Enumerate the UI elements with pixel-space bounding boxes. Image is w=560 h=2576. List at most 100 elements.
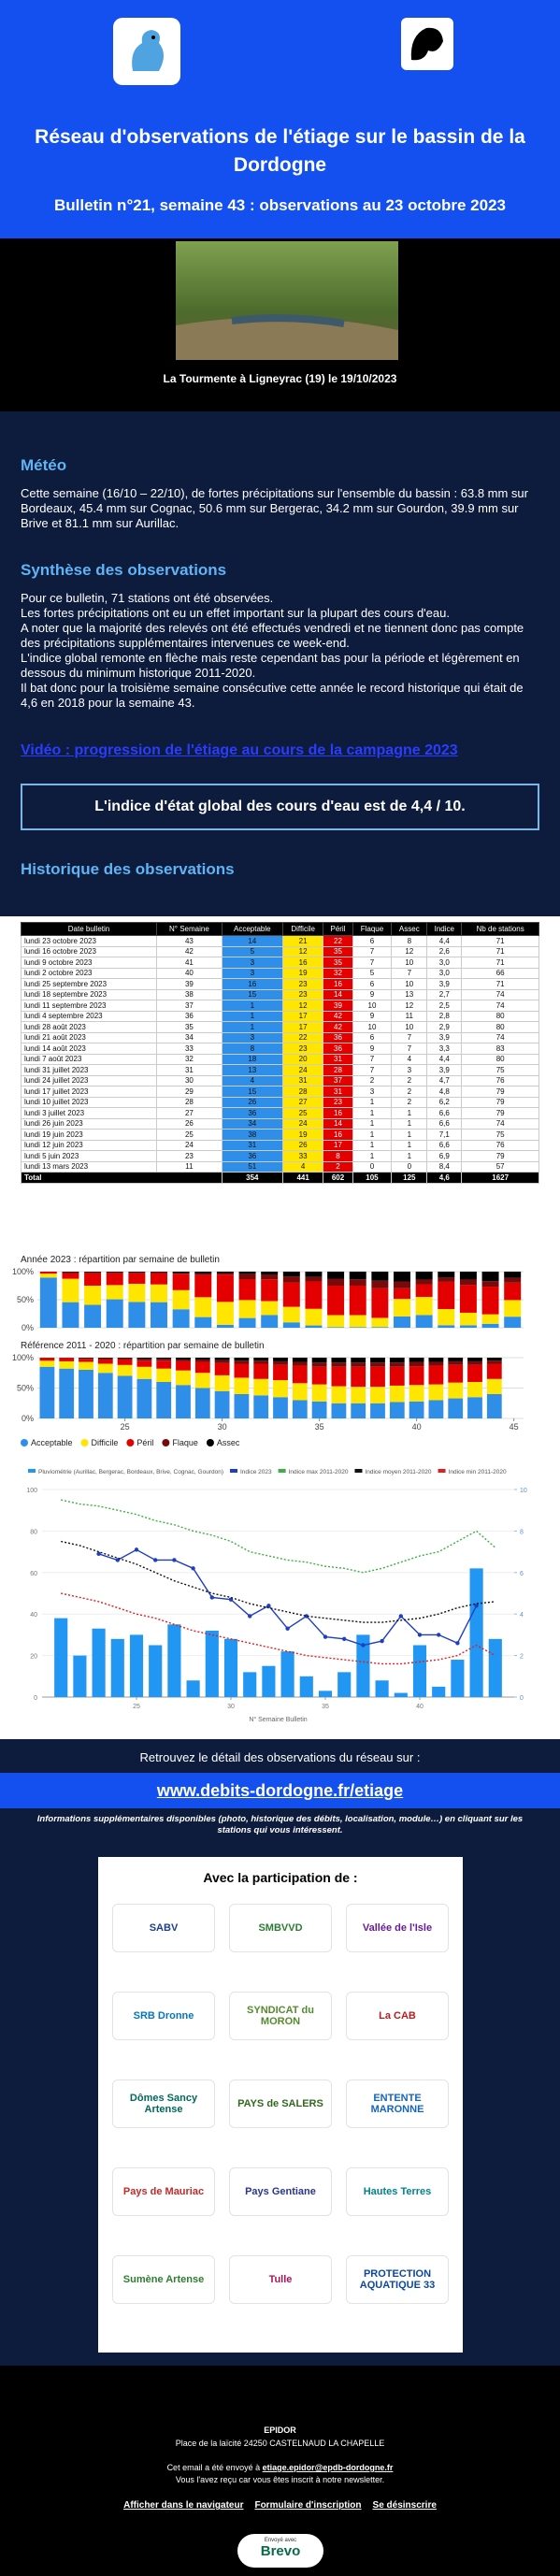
bar-segment <box>448 1398 464 1418</box>
cell: 4,6 <box>426 1172 463 1184</box>
footer-link[interactable]: Se désinscrire <box>372 2500 437 2511</box>
partners: Avec la participation de : SABV SMBVVD Val… <box>0 1853 560 2366</box>
cell: 23 <box>281 988 324 1000</box>
bar-segment <box>351 1387 366 1403</box>
line <box>61 1499 496 1574</box>
cell: lundi 3 juillet 2023 <box>21 1107 157 1119</box>
bar-segment <box>438 1272 455 1278</box>
bar <box>469 1568 483 1697</box>
video-link[interactable]: Vidéo : progression de l'étiage au cours… <box>21 742 458 758</box>
y-tick-label: 100% <box>12 1353 34 1362</box>
legend-swatch <box>229 1469 237 1473</box>
cell: 7 <box>391 967 428 979</box>
bar-segment <box>305 1281 323 1309</box>
bar-segment <box>238 1317 256 1328</box>
chart: Année 2023 : répartition par semaine de … <box>12 1255 524 1332</box>
cell: 3 <box>391 1064 428 1076</box>
bar <box>432 1686 446 1697</box>
bar-segment <box>331 1366 347 1387</box>
line <box>61 1540 495 1623</box>
bar-segment <box>394 1299 410 1317</box>
row: lundi 23 octobre 2023 43 14 21 22 6 8 4,4 71 <box>21 935 539 947</box>
bar-segment <box>97 1358 113 1360</box>
bar-segment <box>151 1272 167 1273</box>
cell: 10 <box>352 1021 393 1033</box>
cell: 28 <box>323 1064 353 1076</box>
brevo-badge[interactable]: Envoyé avec Brevo <box>237 2534 323 2568</box>
bar-segment <box>467 1358 482 1361</box>
cell: 76 <box>461 1074 539 1087</box>
bar-segment <box>504 1317 522 1328</box>
bar-segment <box>106 1285 123 1300</box>
row: lundi 5 juin 2023 23 36 33 8 1 1 6,9 79 <box>21 1150 539 1162</box>
cell: 76 <box>461 1139 539 1151</box>
bar <box>186 1680 200 1697</box>
bar-segment <box>273 1358 288 1361</box>
footer-link[interactable]: Afficher dans le navigateur <box>123 2500 244 2511</box>
bar-segment <box>117 1358 133 1360</box>
cell: lundi 14 août 2023 <box>21 1043 157 1055</box>
cell: 12 <box>281 1000 324 1012</box>
cell: 25 <box>281 1107 324 1119</box>
bar-segment <box>79 1358 93 1360</box>
bar-segment <box>428 1400 444 1418</box>
cell: lundi 26 juin 2023 <box>21 1117 157 1130</box>
bar-segment <box>370 1358 385 1363</box>
cell: 12 <box>391 1000 428 1012</box>
bar-segment <box>292 1383 308 1401</box>
legend-label: Péril <box>136 1438 153 1447</box>
bar-segment <box>331 1403 347 1418</box>
x-tick-label: 40 <box>416 1704 424 1710</box>
bar-segment <box>194 1317 212 1328</box>
bar-segment <box>59 1360 75 1369</box>
index-box: L'indice d'état global des cours d'eau e… <box>21 784 539 830</box>
bar-segment <box>136 1366 152 1379</box>
bar-segment <box>467 1397 482 1418</box>
site-link[interactable]: www.debits-dordogne.fr/etiage <box>156 1781 404 1800</box>
email[interactable]: etiage.epidor@epdb-dordogne.fr <box>262 2463 394 2472</box>
point <box>417 1633 423 1637</box>
bar-segment <box>106 1273 123 1286</box>
cell: 2 <box>323 1160 353 1173</box>
bar-segment <box>136 1359 152 1361</box>
y-tick-label: 80 <box>30 1529 37 1535</box>
legend-swatch <box>206 1439 214 1446</box>
row: lundi 26 juin 2023 26 34 24 14 1 1 6,6 74 <box>21 1117 539 1130</box>
legend-label: Indice 2023 <box>240 1469 272 1475</box>
reason: Vous l'avez reçu car vous êtes inscrit à… <box>175 2475 385 2484</box>
bar-segment <box>234 1360 250 1364</box>
bar <box>54 1618 68 1697</box>
cell: lundi 16 octobre 2023 <box>21 945 157 957</box>
bar-segment <box>409 1361 424 1367</box>
footer-link[interactable]: Formulaire d'inscription <box>254 2500 362 2511</box>
x-tick-label: 25 <box>133 1704 140 1710</box>
bar-segment <box>84 1286 102 1305</box>
cell: 1 <box>391 1150 428 1162</box>
bar-segment <box>176 1360 191 1371</box>
cell: 14 <box>323 988 353 1000</box>
org: EPIDOR <box>264 2425 296 2435</box>
y-tick-label: 0% <box>22 1323 34 1332</box>
bar-segment <box>216 1324 234 1328</box>
bar <box>129 1634 144 1697</box>
links: Retrouvez le détail des observations du … <box>0 1739 560 1853</box>
column-header: N° Semaine <box>156 922 223 936</box>
bar-segment <box>351 1366 366 1388</box>
partner-logo: Tulle <box>229 2255 332 2304</box>
bar-segment <box>371 1288 389 1318</box>
bar-segment <box>486 1360 502 1364</box>
point <box>455 1641 460 1646</box>
bar-segment <box>409 1385 424 1402</box>
cell: 79 <box>461 1107 539 1119</box>
bar-segment <box>253 1360 269 1364</box>
bar <box>73 1655 87 1697</box>
bar-segment <box>371 1327 389 1328</box>
cell: 354 <box>221 1172 283 1184</box>
bar-segment <box>349 1327 366 1328</box>
cell: 37 <box>323 1074 353 1087</box>
cell: 31 <box>281 1074 324 1087</box>
bar-segment <box>504 1272 522 1278</box>
bar-segment <box>216 1274 234 1302</box>
cell: 8 <box>323 1150 353 1162</box>
bar <box>318 1691 333 1697</box>
